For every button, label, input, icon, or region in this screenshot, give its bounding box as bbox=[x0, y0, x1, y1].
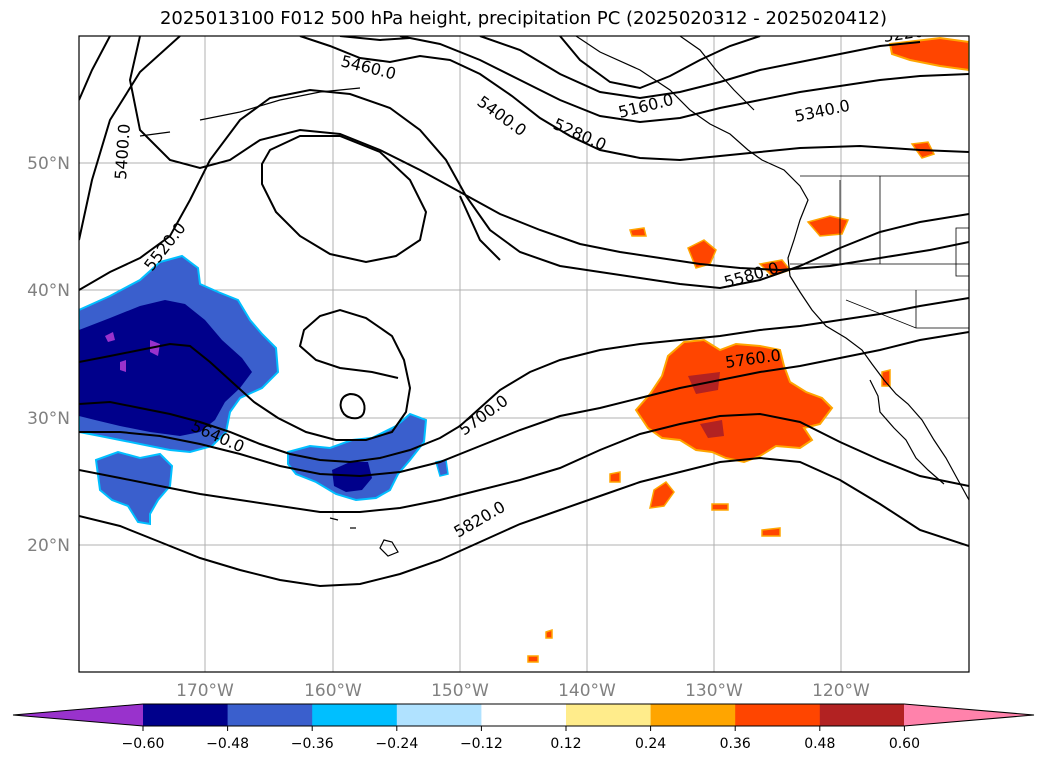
lon-label-120w: 120°W bbox=[812, 681, 870, 701]
map-title: 2025013100 F012 500 hPa height, precipit… bbox=[159, 8, 888, 29]
negative-precip-region-central bbox=[287, 412, 449, 502]
colorbar-tick-label: −0.48 bbox=[206, 736, 249, 752]
colorbar-tick-label: −0.24 bbox=[375, 736, 418, 752]
lat-label-20n: 20°N bbox=[27, 536, 70, 556]
colorbar-segment bbox=[312, 704, 398, 726]
lat-label-30n: 30°N bbox=[27, 409, 70, 429]
lon-label-130w: 130°W bbox=[685, 681, 743, 701]
colorbar-tick-label: −0.12 bbox=[460, 736, 503, 752]
lon-label-150w: 150°W bbox=[431, 681, 489, 701]
coastline bbox=[139, 36, 969, 557]
colorbar-tick-label: 0.60 bbox=[889, 736, 920, 752]
colorbar-segment bbox=[650, 704, 736, 726]
lat-label-40n: 40°N bbox=[27, 281, 70, 301]
latitude-labels: 50°N 40°N 30°N 20°N bbox=[27, 154, 70, 556]
negative-precip-region-west bbox=[79, 254, 280, 526]
colorbar-tick-label: −0.36 bbox=[291, 736, 334, 752]
contour-label-5400-west: 5400.0 bbox=[111, 123, 134, 180]
colorbar-segment bbox=[481, 704, 567, 726]
colorbar-tick-label: 0.12 bbox=[550, 736, 581, 752]
colorbar-ticks: −0.60 −0.48 −0.36 −0.24 −0.12 0.12 0.24 0.36 0.4… bbox=[122, 726, 920, 752]
colorbar-tick-label: 0.48 bbox=[804, 736, 835, 752]
height-contours bbox=[79, 36, 969, 588]
positive-precip-region-east bbox=[527, 36, 969, 663]
colorbar-tick-label: −0.60 bbox=[122, 736, 165, 752]
colorbar-tick-label: 0.36 bbox=[720, 736, 751, 752]
lon-label-170w: 170°W bbox=[176, 681, 234, 701]
longitude-labels: 170°W 160°W 150°W 140°W 130°W 120°W bbox=[176, 681, 870, 701]
lon-label-160w: 160°W bbox=[304, 681, 362, 701]
colorbar-max-extension bbox=[904, 704, 1034, 726]
colorbar-segment bbox=[143, 704, 229, 726]
colorbar-segment bbox=[735, 704, 821, 726]
colorbar: −0.60 −0.48 −0.36 −0.24 −0.12 0.12 0.24 0.36 0.4… bbox=[12, 703, 1035, 752]
colorbar-min-extension bbox=[13, 704, 143, 726]
lon-label-140w: 140°W bbox=[558, 681, 616, 701]
colorbar-segment bbox=[819, 704, 905, 726]
contour-label-5220: 5220.0 bbox=[882, 19, 940, 46]
colorbar-segment bbox=[396, 704, 482, 726]
colorbar-segment bbox=[566, 704, 652, 726]
colorbar-tick-label: 0.24 bbox=[635, 736, 666, 752]
colorbar-segment bbox=[227, 704, 313, 726]
gridlines bbox=[79, 36, 969, 672]
lat-label-50n: 50°N bbox=[27, 154, 70, 174]
colorbar-segments bbox=[143, 704, 905, 726]
map-frame bbox=[78, 35, 970, 673]
